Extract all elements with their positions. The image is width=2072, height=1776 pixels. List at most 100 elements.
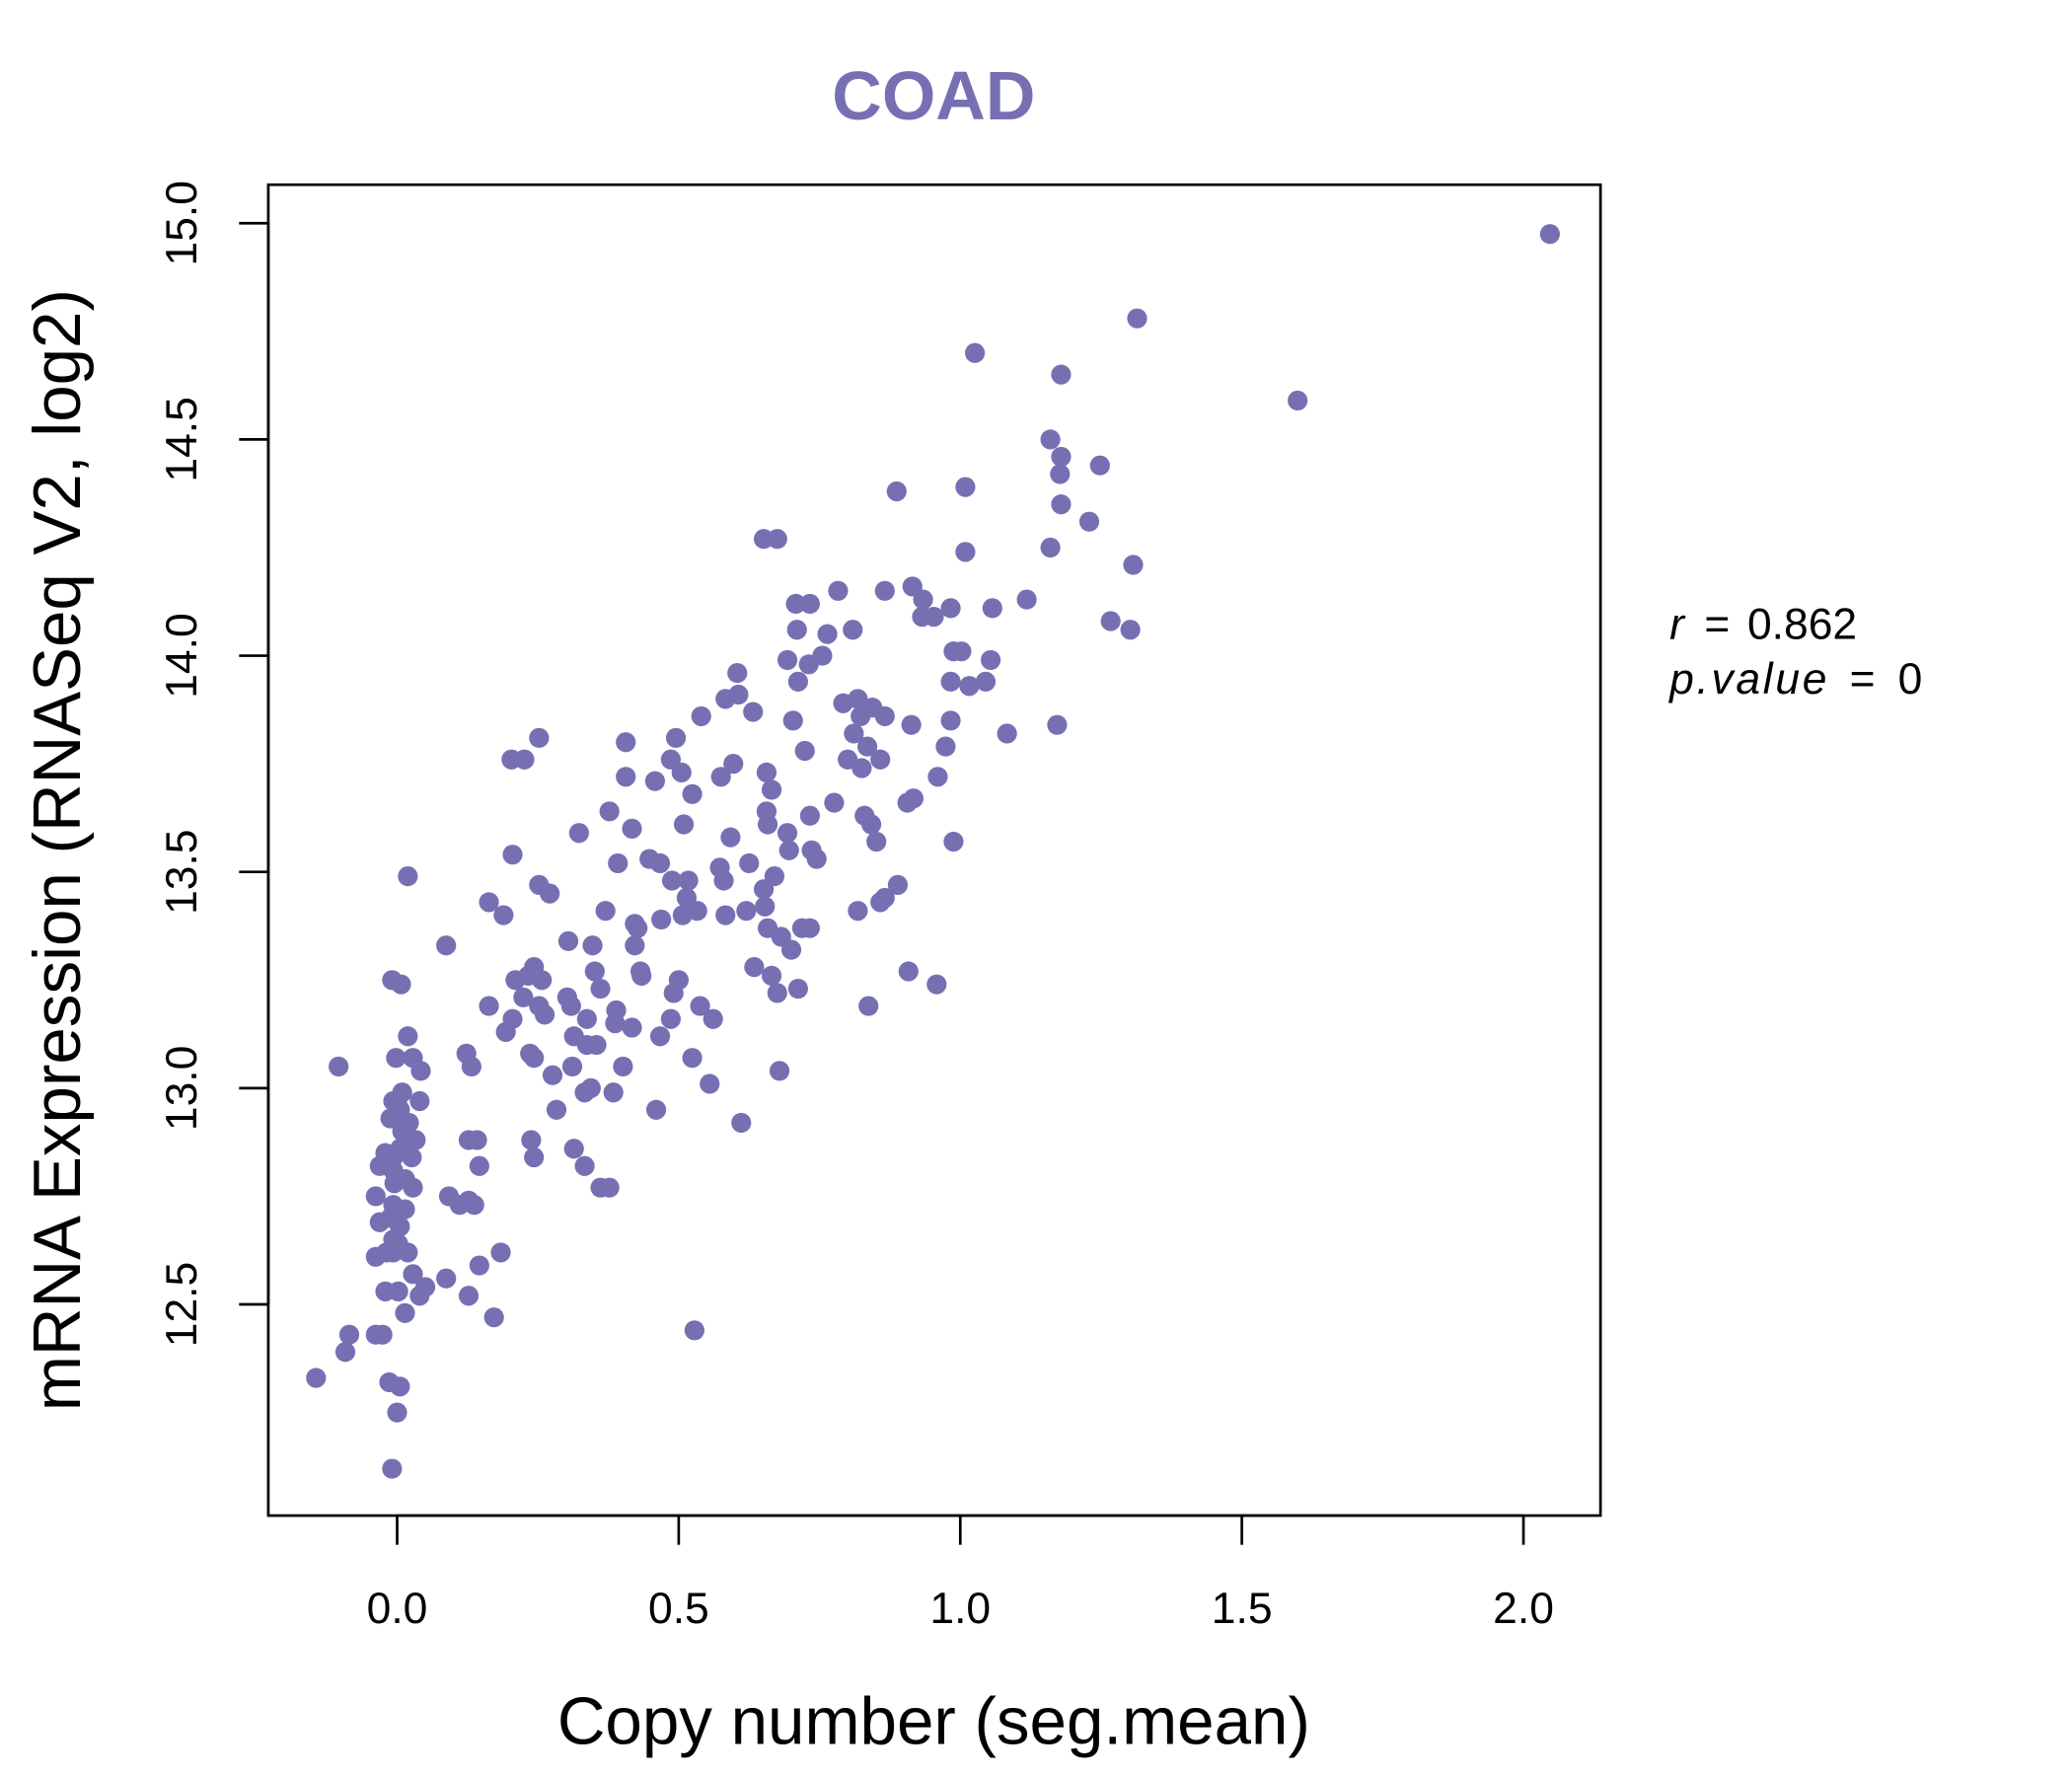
data-point bbox=[731, 1112, 752, 1134]
x-tick-label: 0.5 bbox=[648, 1585, 709, 1633]
data-point bbox=[663, 983, 684, 1003]
p-eq: = bbox=[1850, 655, 1879, 703]
chart-title: COAD bbox=[832, 57, 1035, 134]
data-point bbox=[574, 1082, 595, 1103]
data-point bbox=[493, 905, 514, 925]
data-point bbox=[409, 1090, 430, 1112]
data-point bbox=[940, 710, 961, 731]
p-label: p.value bbox=[1667, 655, 1829, 703]
data-point bbox=[582, 935, 603, 956]
data-point bbox=[542, 1065, 563, 1085]
data-point bbox=[574, 1155, 595, 1176]
data-point bbox=[557, 930, 579, 951]
y-tick-label: 14.0 bbox=[158, 613, 206, 698]
data-point bbox=[965, 342, 986, 363]
data-point bbox=[874, 580, 895, 601]
data-point bbox=[678, 870, 699, 891]
data-point bbox=[913, 589, 933, 610]
data-point bbox=[436, 1268, 457, 1289]
data-point bbox=[616, 732, 636, 753]
data-point bbox=[625, 914, 645, 934]
data-point bbox=[386, 1048, 407, 1069]
data-point bbox=[886, 481, 907, 502]
data-point bbox=[649, 852, 671, 874]
data-point bbox=[787, 671, 808, 692]
data-point bbox=[603, 1082, 624, 1103]
data-point bbox=[534, 1004, 555, 1025]
data-point bbox=[980, 649, 1001, 671]
data-point bbox=[376, 1242, 397, 1263]
data-point bbox=[860, 814, 882, 835]
data-point bbox=[495, 1021, 516, 1042]
data-point bbox=[464, 1195, 484, 1216]
data-point bbox=[769, 1061, 790, 1081]
data-point bbox=[649, 1026, 671, 1047]
data-point bbox=[329, 1056, 349, 1077]
data-point bbox=[502, 845, 523, 865]
data-point bbox=[334, 1342, 356, 1363]
data-point bbox=[403, 1177, 423, 1198]
data-point bbox=[777, 649, 798, 671]
data-point bbox=[599, 801, 620, 822]
data-point bbox=[870, 749, 891, 770]
data-point bbox=[608, 852, 629, 874]
data-point bbox=[870, 892, 891, 913]
data-point bbox=[402, 1147, 422, 1168]
data-point bbox=[767, 529, 787, 550]
y-tick-label: 12.5 bbox=[158, 1262, 206, 1347]
data-point bbox=[755, 896, 776, 917]
data-point bbox=[703, 1008, 723, 1029]
data-point bbox=[926, 974, 947, 995]
data-point bbox=[1040, 537, 1061, 558]
data-point bbox=[684, 1320, 704, 1341]
data-point bbox=[391, 974, 411, 995]
y-tick-label: 13.5 bbox=[158, 829, 206, 914]
y-tick-label: 15.0 bbox=[158, 181, 206, 265]
data-point bbox=[406, 1130, 426, 1150]
data-point bbox=[398, 1026, 418, 1047]
data-point bbox=[458, 1286, 480, 1306]
data-point bbox=[410, 1061, 431, 1081]
data-point bbox=[1016, 589, 1037, 610]
data-point bbox=[563, 1139, 584, 1159]
data-point bbox=[390, 1376, 410, 1397]
data-point bbox=[586, 1034, 607, 1056]
data-point bbox=[943, 831, 964, 852]
data-point bbox=[858, 996, 879, 1016]
data-point bbox=[715, 905, 736, 925]
data-point bbox=[1127, 308, 1147, 329]
data-point bbox=[720, 827, 741, 848]
p-value: 0 bbox=[1898, 655, 1925, 703]
data-point bbox=[728, 684, 749, 705]
data-point bbox=[398, 1242, 418, 1263]
data-point bbox=[514, 749, 535, 770]
data-point bbox=[812, 645, 833, 666]
data-point bbox=[700, 1073, 720, 1094]
data-point bbox=[828, 580, 849, 601]
data-point bbox=[479, 892, 499, 913]
data-point bbox=[595, 901, 616, 922]
data-point bbox=[661, 870, 683, 891]
data-point bbox=[782, 710, 803, 731]
data-point bbox=[1050, 464, 1071, 484]
data-point bbox=[467, 1130, 487, 1150]
data-point bbox=[761, 965, 782, 987]
data-point bbox=[671, 762, 692, 782]
data-point bbox=[887, 874, 909, 895]
data-point bbox=[691, 705, 711, 727]
data-point bbox=[927, 767, 948, 787]
points-layer bbox=[306, 224, 1560, 1479]
data-point bbox=[590, 978, 611, 999]
data-point bbox=[935, 736, 956, 757]
data-point bbox=[997, 723, 1017, 744]
data-point bbox=[436, 935, 457, 956]
data-point bbox=[753, 879, 775, 900]
data-point bbox=[365, 1186, 386, 1207]
data-point bbox=[613, 1056, 633, 1077]
x-axis-label: Copy number (seg.mean) bbox=[557, 1685, 1310, 1759]
data-point bbox=[848, 901, 868, 922]
data-point bbox=[727, 662, 748, 684]
data-point bbox=[687, 901, 707, 922]
x-axis: 0.0 0.5 1.0 1.5 2.0 bbox=[367, 1514, 1554, 1633]
